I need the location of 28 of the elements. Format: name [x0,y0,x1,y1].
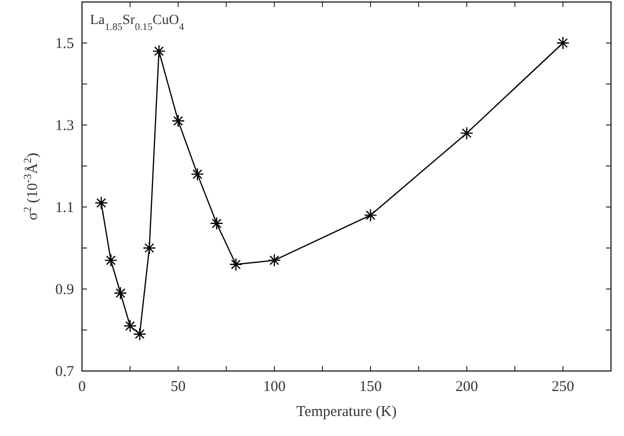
x-tick-label: 250 [552,379,574,395]
point [190,168,204,181]
point [123,319,137,332]
x-tick-label: 200 [455,379,478,395]
y-tick-label: 1.1 [55,200,74,216]
point [114,286,128,300]
point [364,208,378,222]
y-tick-label: 0.9 [55,282,74,298]
x-tick-label: 100 [263,379,286,395]
y-tick-label: 1.5 [55,36,74,52]
annotation: La$_{1.85}$Sr$_{0.15}$CuO$_{4}$ [90,13,184,32]
y-tick-label: 1.3 [55,118,74,134]
point [172,114,185,128]
point [152,44,166,58]
y-tick-label: 0.7 [55,364,74,380]
point [210,216,224,230]
point [460,126,474,140]
point [142,241,156,255]
point [268,254,281,267]
x-tick-label: 0 [78,379,86,395]
point [104,254,118,267]
point [556,36,570,50]
point [229,258,242,271]
point [94,196,108,210]
x-tick-label: 50 [170,379,186,395]
x-tick-label: 150 [359,379,382,395]
point [133,328,146,341]
x-axis-title: Temperature (K) [296,404,397,420]
